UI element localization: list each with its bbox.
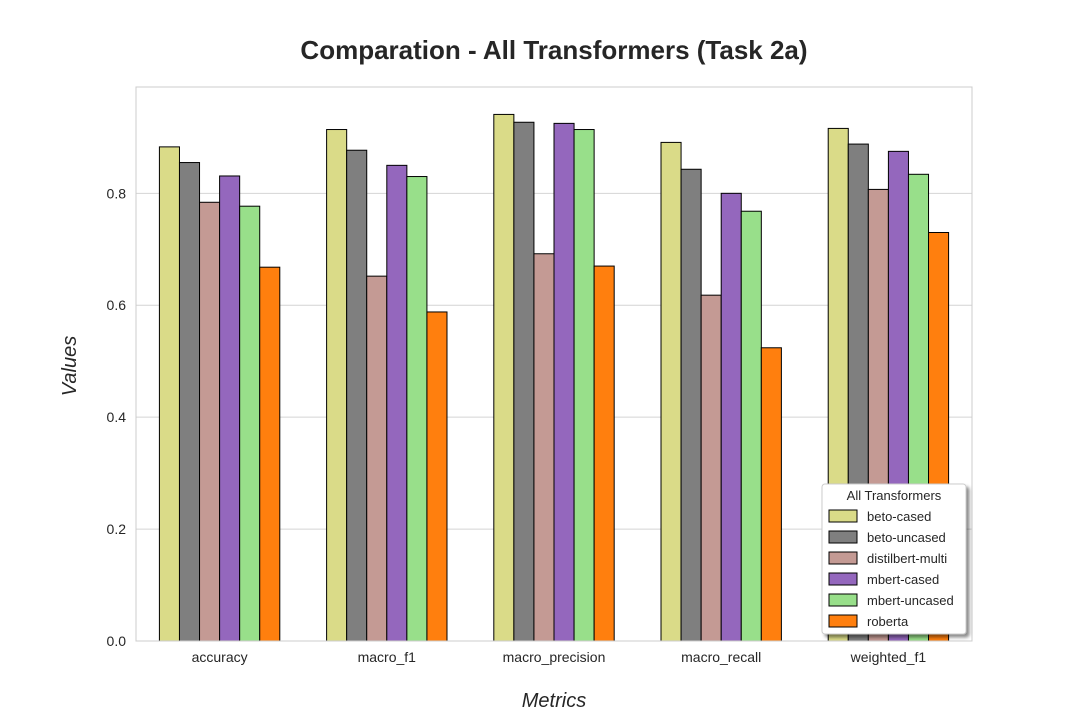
legend-label: mbert-uncased [867, 593, 954, 608]
plot-frame [135, 86, 973, 642]
bar-roberta-accuracy [259, 266, 281, 642]
bar-roberta-macro_f1 [426, 311, 448, 642]
legend-title: All Transformers [847, 488, 942, 503]
bar-beto-cased-macro_recall [660, 141, 682, 642]
x-tick-label: weighted_f1 [850, 649, 927, 665]
bar-mbert-cased-macro_recall [720, 192, 742, 642]
y-axis-ticks: 0.0 0.2 0.4 0.6 0.8 [107, 185, 127, 649]
bar-mbert-uncased-macro_f1 [406, 176, 428, 642]
legend-swatch-mbert-cased [828, 572, 858, 586]
legend-swatch-beto-uncased [828, 530, 858, 544]
x-tick-label: macro_f1 [358, 649, 417, 665]
bar-mbert-cased-macro_precision [553, 122, 575, 642]
bar-beto-cased-macro_f1 [326, 129, 348, 642]
x-axis-ticks: accuracy macro_f1 macro_precision macro_rec… [192, 649, 927, 665]
y-tick-label: 0.6 [107, 297, 127, 313]
bar-mbert-uncased-accuracy [239, 205, 261, 642]
bar-beto-cased-macro_precision [493, 113, 515, 642]
legend-label: distilbert-multi [867, 551, 947, 566]
bar-mbert-cased-macro_f1 [386, 164, 408, 642]
legend-label: beto-uncased [867, 530, 946, 545]
x-tick-label: accuracy [192, 649, 248, 665]
bar-distilbert-multi-macro_f1 [366, 275, 388, 642]
bars-group [158, 113, 950, 642]
bar-mbert-uncased-macro_recall [740, 210, 762, 642]
x-tick-label: macro_precision [503, 649, 606, 665]
y-tick-label: 0.4 [107, 409, 127, 425]
legend-box [821, 483, 967, 635]
legend-label: roberta [867, 614, 909, 629]
chart-title: Comparation - All Transformers (Task 2a) [300, 35, 807, 65]
bar-beto-cased-accuracy [158, 146, 180, 642]
bar-beto-uncased-accuracy [178, 162, 201, 642]
legend: All Transformers beto-cased beto-uncased di… [821, 483, 967, 635]
bar-mbert-cased-accuracy [219, 175, 241, 642]
legend-label: beto-cased [867, 509, 931, 524]
x-tick-label: macro_recall [681, 649, 761, 665]
legend-swatch-beto-cased [828, 509, 858, 523]
y-tick-label: 0.2 [107, 521, 127, 537]
y-tick-label: 0.8 [107, 185, 127, 201]
y-axis-label: Values [59, 336, 81, 396]
bar-beto-uncased-macro_f1 [346, 149, 368, 642]
bar-beto-uncased-macro_precision [513, 121, 535, 642]
bar-distilbert-multi-macro_recall [700, 294, 722, 642]
bar-distilbert-multi-accuracy [199, 201, 221, 642]
bar-distilbert-multi-macro_precision [533, 253, 555, 642]
bar-beto-uncased-macro_recall [680, 168, 702, 642]
y-tick-label: 0.0 [107, 633, 127, 649]
legend-label: mbert-cased [867, 572, 939, 587]
x-axis-label: Metrics [522, 690, 586, 712]
legend-swatch-distilbert-multi [828, 551, 858, 565]
legend-swatch-roberta [828, 614, 858, 628]
bar-mbert-uncased-macro_precision [573, 129, 595, 642]
bar-roberta-macro_recall [760, 347, 782, 642]
bar-roberta-macro_precision [593, 265, 615, 642]
legend-swatch-mbert-uncased [828, 593, 858, 607]
